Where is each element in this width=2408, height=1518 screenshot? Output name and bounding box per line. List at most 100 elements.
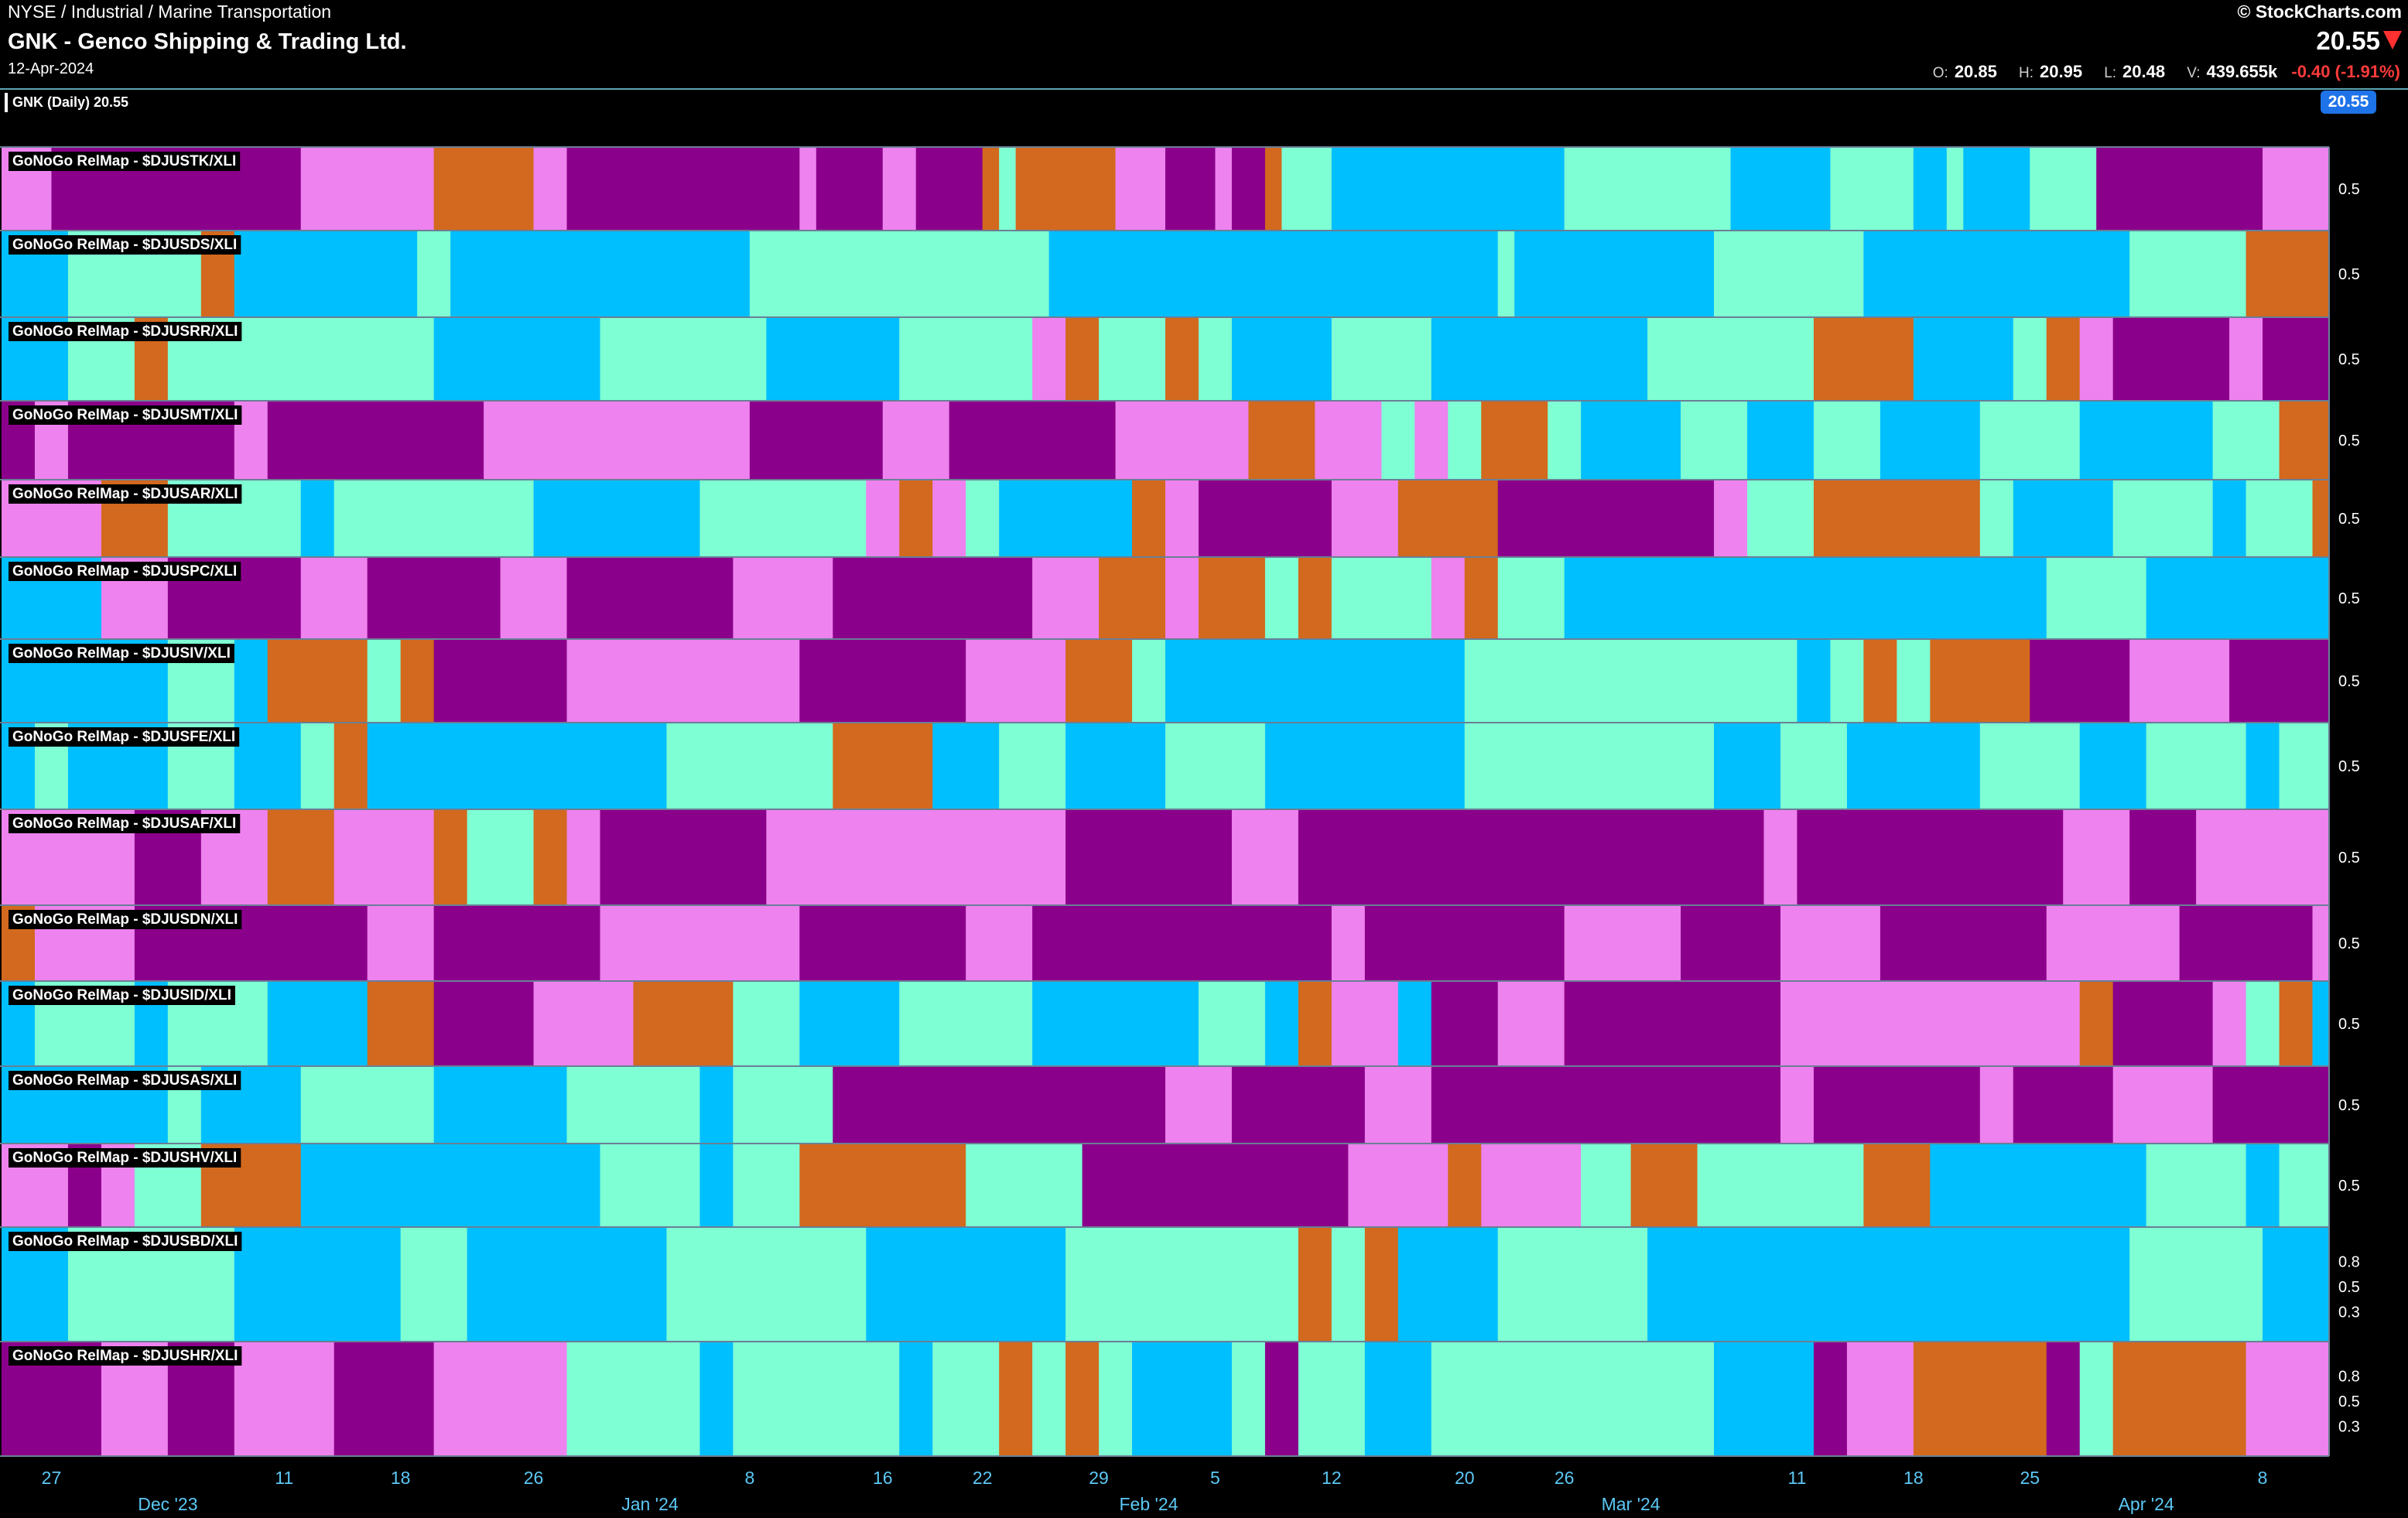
relmap-cell (2179, 905, 2314, 981)
relmap-cell (2263, 147, 2330, 231)
relmap-cell (566, 1342, 700, 1456)
x-tick-label: 5 (1210, 1468, 1220, 1488)
relmap-cell (1630, 1144, 1698, 1227)
relmap-cell (1364, 1227, 1399, 1342)
stockcharts-logo[interactable]: © StockCharts.com (2237, 2, 2402, 22)
y-tick-label: 0.5 (2338, 1016, 2360, 1033)
y-tick-label: 0.5 (2338, 758, 2360, 775)
relmap-cell (1913, 317, 2014, 401)
relmap-cell (733, 1066, 833, 1144)
relmap-cell (1198, 981, 1266, 1066)
x-tick-label: 27 (42, 1468, 62, 1488)
relmap-cell (699, 480, 867, 557)
relmap-cell (966, 1144, 1083, 1227)
relmap-cell (1132, 1342, 1233, 1456)
chart-date: 12-Apr-2024 (8, 60, 94, 77)
relmap-cell (2212, 401, 2280, 480)
relmap-cell (1032, 905, 1332, 981)
relmap-cell (1298, 1227, 1332, 1342)
relmap-cell (1331, 557, 1432, 639)
relmap-cell (600, 905, 800, 981)
relmap-cell (2063, 809, 2130, 905)
relmap-cell (1281, 147, 1332, 231)
relmap-cell (1564, 981, 1781, 1066)
relmap-cell (433, 1342, 568, 1456)
relmap-cell (367, 639, 402, 723)
relmap-cell (1331, 905, 1366, 981)
relmap-cell (1381, 401, 1415, 480)
relmap-cell (1099, 317, 1166, 401)
high-label: H: (2019, 65, 2033, 81)
relmap-cell (2112, 480, 2214, 557)
relmap-cell (1198, 557, 1266, 639)
relmap-cell (2129, 231, 2247, 317)
relmap-cell (633, 981, 734, 1066)
relmap-cell (300, 147, 435, 231)
relmap-cell (733, 981, 800, 1066)
relmap-cell (1165, 480, 1199, 557)
x-tick-label: 18 (391, 1468, 411, 1488)
relmap-cell (2279, 1144, 2330, 1227)
relmap-cell (1564, 557, 2047, 639)
relmap-cell (932, 723, 1000, 809)
relmap-cell (566, 557, 734, 639)
relmap-cell (1930, 639, 2030, 723)
relmap-cell (1697, 1144, 1864, 1227)
relmap-cell (333, 809, 435, 905)
relmap-cell (1497, 1227, 1648, 1342)
relmap-cell (1231, 147, 1266, 231)
relmap-cell (882, 147, 917, 231)
relmap-cell (1397, 480, 1499, 557)
x-tick-label: 29 (1089, 1468, 1109, 1488)
relmap-cell (799, 981, 900, 1066)
panel-label-bg (9, 562, 241, 581)
relmap-cell (2279, 723, 2330, 809)
x-tick-label: 26 (524, 1468, 544, 1488)
relmap-cell (1198, 317, 1233, 401)
x-tick-label: 20 (1455, 1468, 1475, 1488)
x-tick-label: 11 (1788, 1468, 1807, 1488)
relmap-cell (2146, 1144, 2247, 1227)
relmap-cell (400, 639, 435, 723)
relmap-cell (1681, 905, 1781, 981)
high-value: 20.95 (2040, 62, 2083, 81)
relmap-cell (1115, 401, 1250, 480)
relmap-cell (899, 480, 933, 557)
relmap-cell (1880, 401, 1981, 480)
relmap-cell (566, 639, 800, 723)
relmap-cell (1863, 231, 2130, 317)
panel-label: GoNoGo RelMap - $DJUSAF/XLI (12, 815, 236, 832)
relmap-cell (1681, 401, 1748, 480)
relmap-cell (1431, 557, 1466, 639)
x-tick-label: 25 (2020, 1468, 2040, 1488)
panel-label: GoNoGo RelMap - $DJUSDN/XLI (12, 911, 238, 928)
relmap-cell (1414, 401, 1449, 480)
relmap-cell (866, 1227, 1066, 1342)
panel-label: GoNoGo RelMap - $DJUSMT/XLI (12, 407, 238, 423)
relmap-cell (2129, 809, 2197, 905)
relmap-cell (234, 723, 302, 809)
relmap-cell (1065, 1342, 1100, 1456)
relmap-cell (1448, 1144, 1482, 1227)
relmap-cell (1797, 639, 1832, 723)
relmap-cell (966, 905, 1033, 981)
relmap-cell (1215, 147, 1233, 231)
relmap-cell (999, 723, 1066, 809)
relmap-cell (1165, 1066, 1233, 1144)
relmap-cell (234, 1342, 335, 1456)
relmap-cell (1198, 480, 1332, 557)
relmap-cell (999, 147, 1017, 231)
relmap-cell (1397, 981, 1432, 1066)
relmap-cell (2312, 981, 2330, 1066)
series-legend: GNK (Daily) 20.55 (5, 93, 134, 112)
relmap-cell (1264, 723, 1466, 809)
relmap-cell (1780, 981, 2081, 1066)
relmap-cell (1780, 905, 1881, 981)
relmap-cell (833, 1066, 1166, 1144)
relmap-cell (816, 147, 884, 231)
relmap-cell (1813, 480, 1981, 557)
relmap-cell (2229, 639, 2330, 723)
relmap-cell (2312, 480, 2330, 557)
relmap-cell (932, 1342, 1000, 1456)
